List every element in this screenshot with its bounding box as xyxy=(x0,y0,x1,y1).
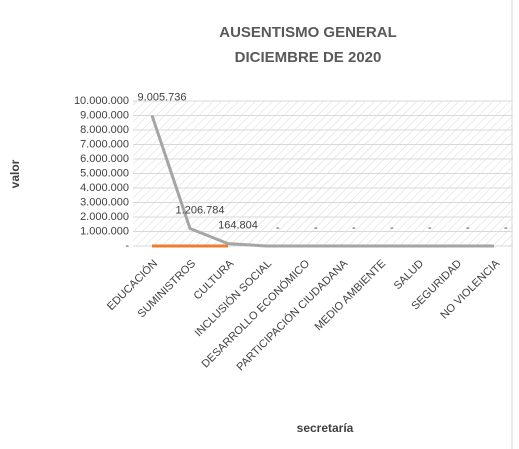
y-tick-label: 8.000.000 xyxy=(80,124,129,136)
y-tick-label: 5.000.000 xyxy=(80,167,129,179)
y-tick-label: 6.000.000 xyxy=(80,153,129,165)
data-label: - xyxy=(504,222,508,234)
y-tick-label: 4.000.000 xyxy=(80,182,129,194)
data-label: - xyxy=(314,222,318,234)
y-tick-label: 2.000.000 xyxy=(80,211,129,223)
data-label: 164.804 xyxy=(218,220,258,232)
y-tick-label: 3.000.000 xyxy=(80,196,129,208)
y-tick-label: 9.000.000 xyxy=(80,109,129,121)
data-label: - xyxy=(276,222,280,234)
y-axis-title: valor xyxy=(8,159,22,188)
x-axis-title: secretaría xyxy=(297,421,354,435)
data-label: - xyxy=(352,222,356,234)
data-label: - xyxy=(390,222,394,234)
y-tick-label: - xyxy=(125,240,129,252)
y-tick-label: 1.000.000 xyxy=(80,225,129,237)
y-tick-label: 10.000.000 xyxy=(74,95,129,107)
data-label: - xyxy=(428,222,432,234)
chart-subtitle: DICIEMBRE DE 2020 xyxy=(235,49,382,66)
y-tick-label: 7.000.000 xyxy=(80,138,129,150)
data-label: 9.005.736 xyxy=(138,91,187,103)
data-label: - xyxy=(466,222,470,234)
series-line xyxy=(150,114,494,248)
chart-title: AUSENTISMO GENERAL xyxy=(219,24,397,41)
data-label: 1.206.784 xyxy=(176,204,225,216)
